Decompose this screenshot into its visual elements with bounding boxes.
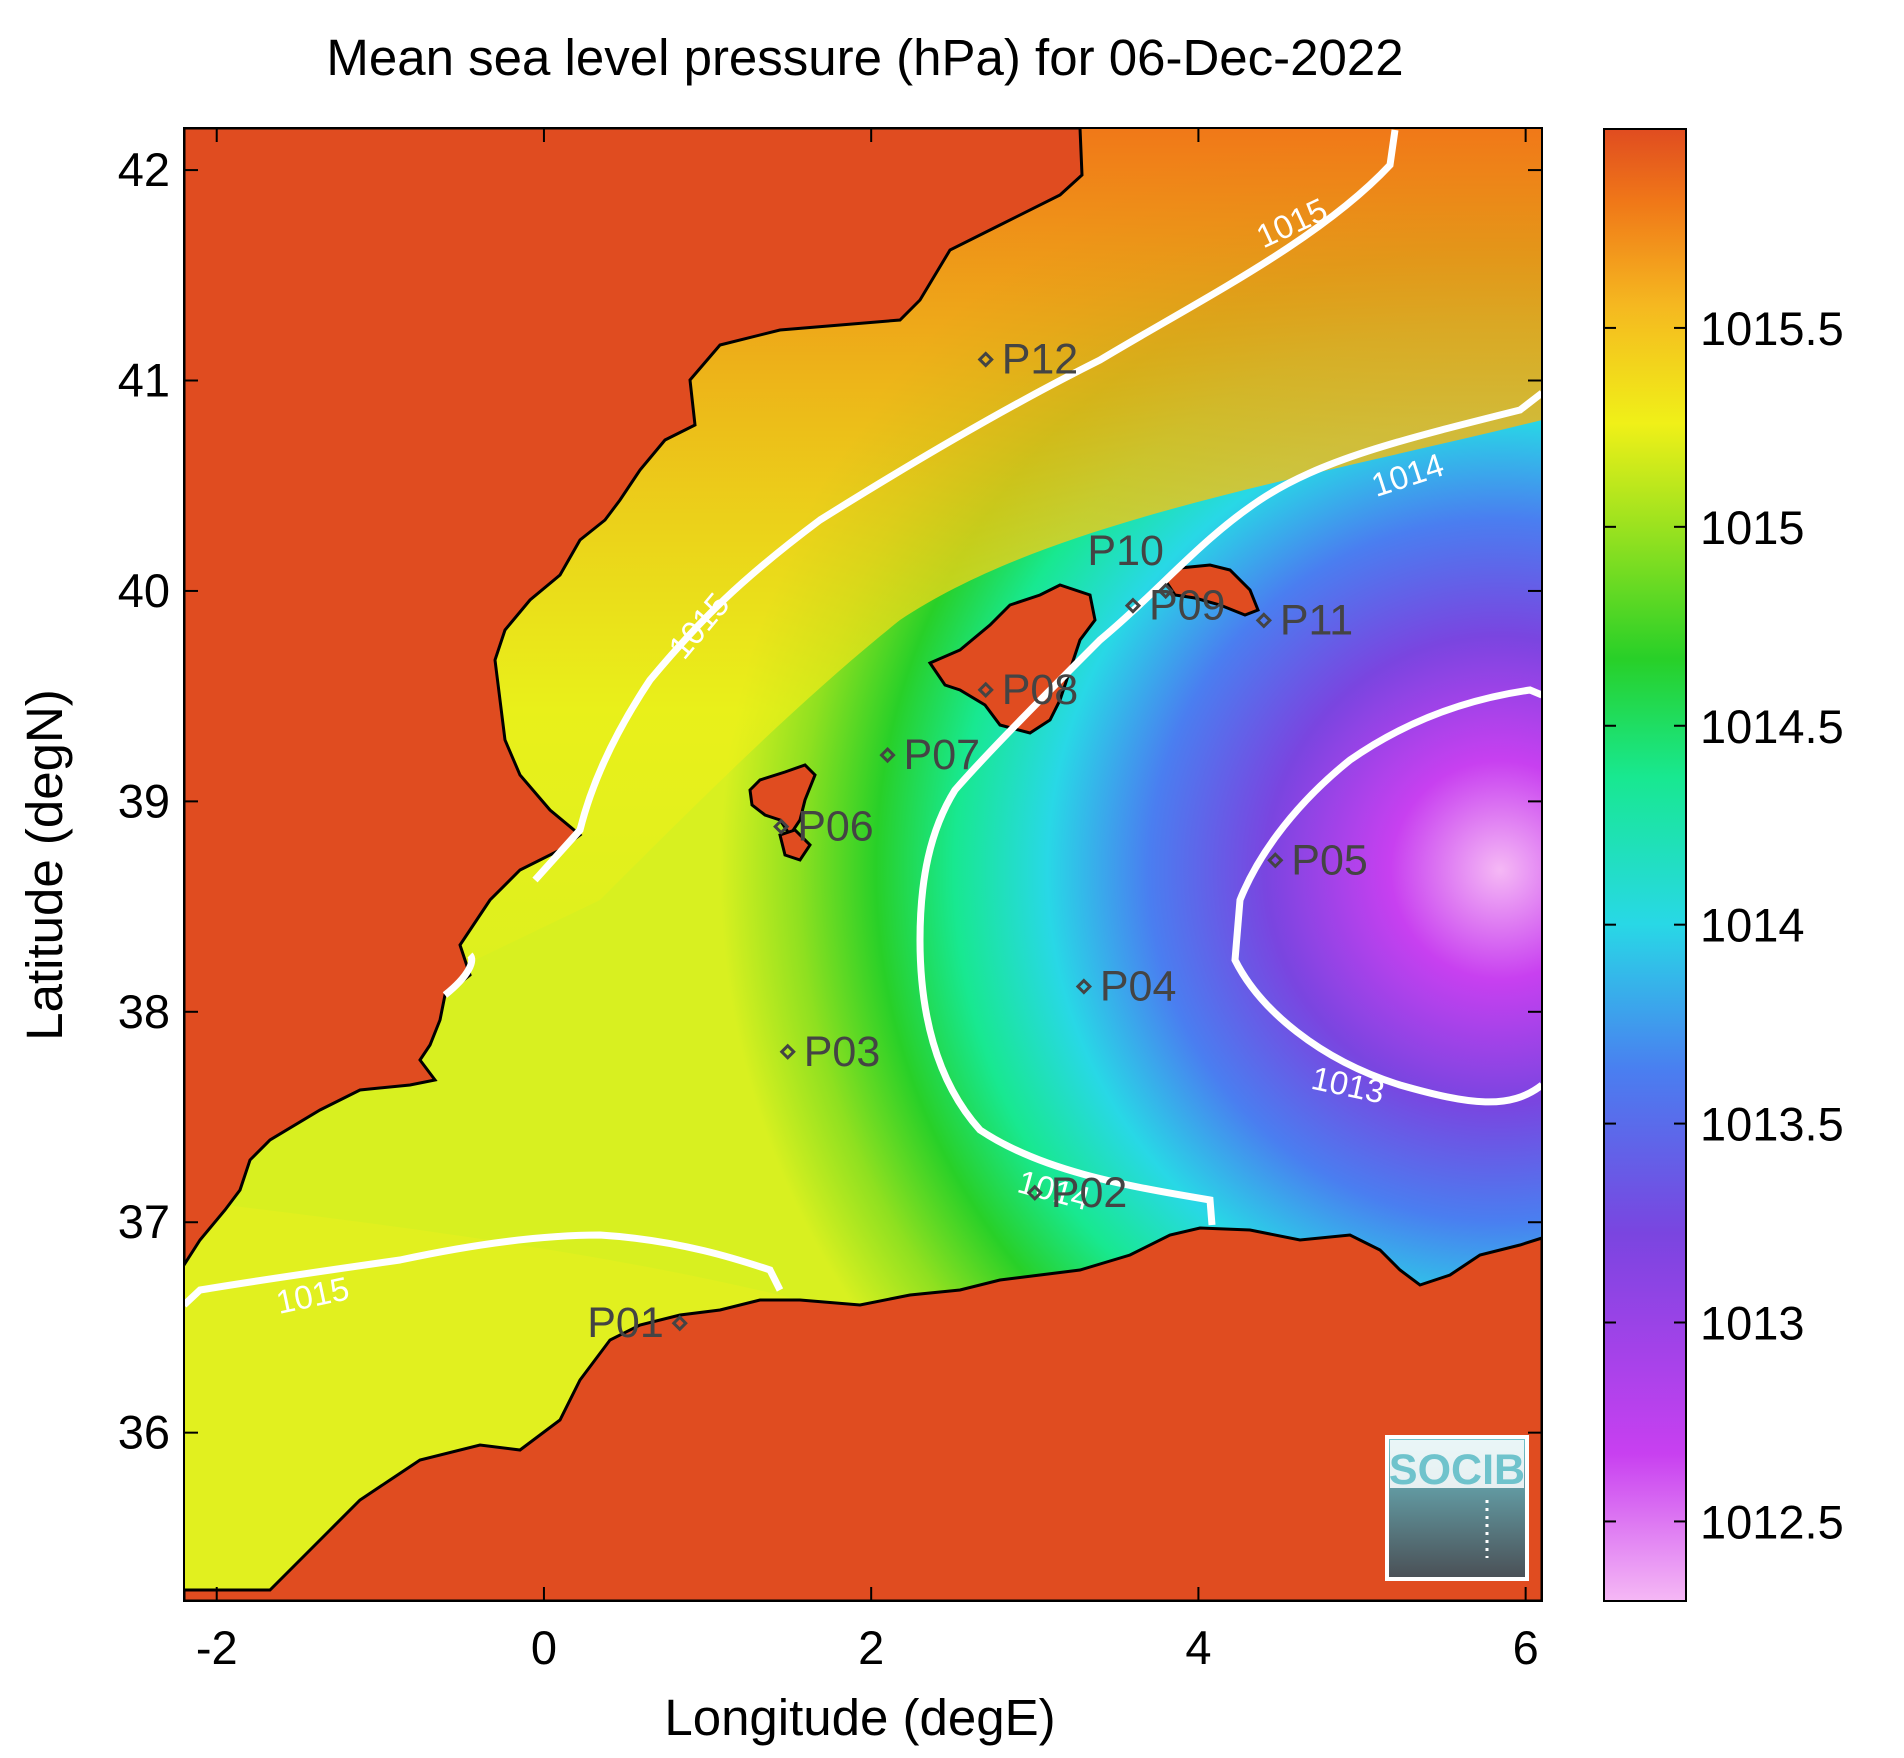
colorbar-tick-label: 1014.5 — [1700, 700, 1844, 753]
x-tick-label: 4 — [1185, 1621, 1211, 1674]
map-frame — [183, 127, 1543, 1602]
map-title: Mean sea level pressure (hPa) for 06-Dec… — [326, 29, 1403, 86]
colorbar-ticks: 1012.5 1013 1013.5 1014 1014.5 1015 1015.5 — [1604, 302, 1844, 1548]
station-label: P05 — [1291, 836, 1368, 884]
station-marker — [1124, 597, 1142, 614]
y-tick-label: 37 — [118, 1195, 170, 1248]
isobar-1015-coast — [442, 952, 476, 998]
station-p02[interactable]: P02 — [1026, 1169, 1128, 1217]
colorbar-tick-label: 1015.5 — [1700, 302, 1844, 355]
station-marker — [1075, 978, 1093, 995]
colorbar — [1603, 128, 1687, 1602]
y-tick-label: 40 — [118, 564, 170, 617]
isobar-1014 — [916, 390, 1542, 1226]
socib-logo-text: SOCIB — [1389, 1446, 1525, 1494]
station-marker — [671, 1315, 688, 1332]
island-menorca — [1162, 563, 1260, 617]
station-label: P01 — [587, 1299, 664, 1347]
station-p12[interactable]: P12 — [977, 335, 1079, 383]
island-formentera — [778, 828, 812, 862]
station-label: P07 — [904, 731, 981, 779]
station-p07[interactable]: P07 — [879, 731, 981, 779]
station-marker — [1026, 1184, 1043, 1201]
colorbar-tick-label: 1013.5 — [1700, 1098, 1844, 1151]
y-tick-label: 36 — [118, 1406, 170, 1459]
x-axis: -2 0 2 4 6 — [196, 128, 1539, 1674]
isobar-lines — [184, 129, 1542, 1308]
station-marker — [1255, 612, 1272, 629]
x-tick-label: 0 — [531, 1621, 557, 1674]
socib-logo: SOCIB — [1385, 1435, 1529, 1581]
colorbar-tick-label: 1012.5 — [1700, 1495, 1844, 1548]
y-tick-label: 38 — [118, 985, 170, 1038]
land-iberia — [184, 128, 1084, 1268]
station-marker — [879, 746, 896, 764]
station-p01[interactable]: P01 — [587, 1299, 688, 1347]
colorbar-tick-label: 1013 — [1700, 1297, 1805, 1350]
isobar-1015-south — [184, 1231, 784, 1308]
x-tick-label: 2 — [858, 1621, 884, 1674]
colorbar-tick-label: 1015 — [1700, 501, 1805, 554]
station-label: P10 — [1087, 527, 1164, 575]
station-label: P04 — [1100, 963, 1177, 1011]
isobar-1013 — [1231, 686, 1542, 1106]
station-label: P03 — [804, 1028, 881, 1076]
station-label: P11 — [1280, 596, 1353, 644]
station-marker — [977, 681, 994, 698]
station-p06[interactable]: P06 — [773, 803, 874, 851]
station-p05[interactable]: P05 — [1267, 836, 1368, 884]
station-marker — [779, 1043, 796, 1060]
x-axis-label: Longitude (degE) — [664, 1689, 1055, 1746]
land-north-africa — [184, 1226, 1542, 1601]
y-tick-label: 42 — [118, 143, 170, 196]
station-p03[interactable]: P03 — [779, 1028, 881, 1076]
y-axis-label: Latitude (degN) — [16, 689, 73, 1041]
station-label: P06 — [797, 803, 874, 851]
station-marker — [1267, 852, 1284, 869]
y-tick-label: 39 — [118, 774, 170, 827]
station-label: P02 — [1051, 1169, 1128, 1217]
station-marker — [1157, 582, 1174, 600]
y-axis: 36 37 38 39 40 41 42 — [118, 143, 1542, 1459]
station-label: P08 — [1002, 666, 1079, 714]
station-marker — [773, 818, 790, 835]
x-tick-label: 6 — [1513, 1621, 1539, 1674]
colorbar-tick-label: 1014 — [1700, 899, 1805, 952]
y-tick-label: 41 — [118, 354, 170, 407]
island-mallorca — [927, 583, 1097, 735]
station-p04[interactable]: P04 — [1075, 963, 1177, 1011]
station-p11[interactable]: P11 — [1255, 596, 1353, 644]
station-p08[interactable]: P08 — [977, 666, 1079, 714]
station-p10[interactable]: P10 — [1087, 527, 1174, 600]
island-ibiza — [748, 763, 817, 838]
station-label: P12 — [1002, 335, 1079, 383]
station-marker — [977, 351, 994, 368]
x-tick-label: -2 — [196, 1621, 238, 1674]
isobar-1015-north — [532, 129, 1399, 883]
